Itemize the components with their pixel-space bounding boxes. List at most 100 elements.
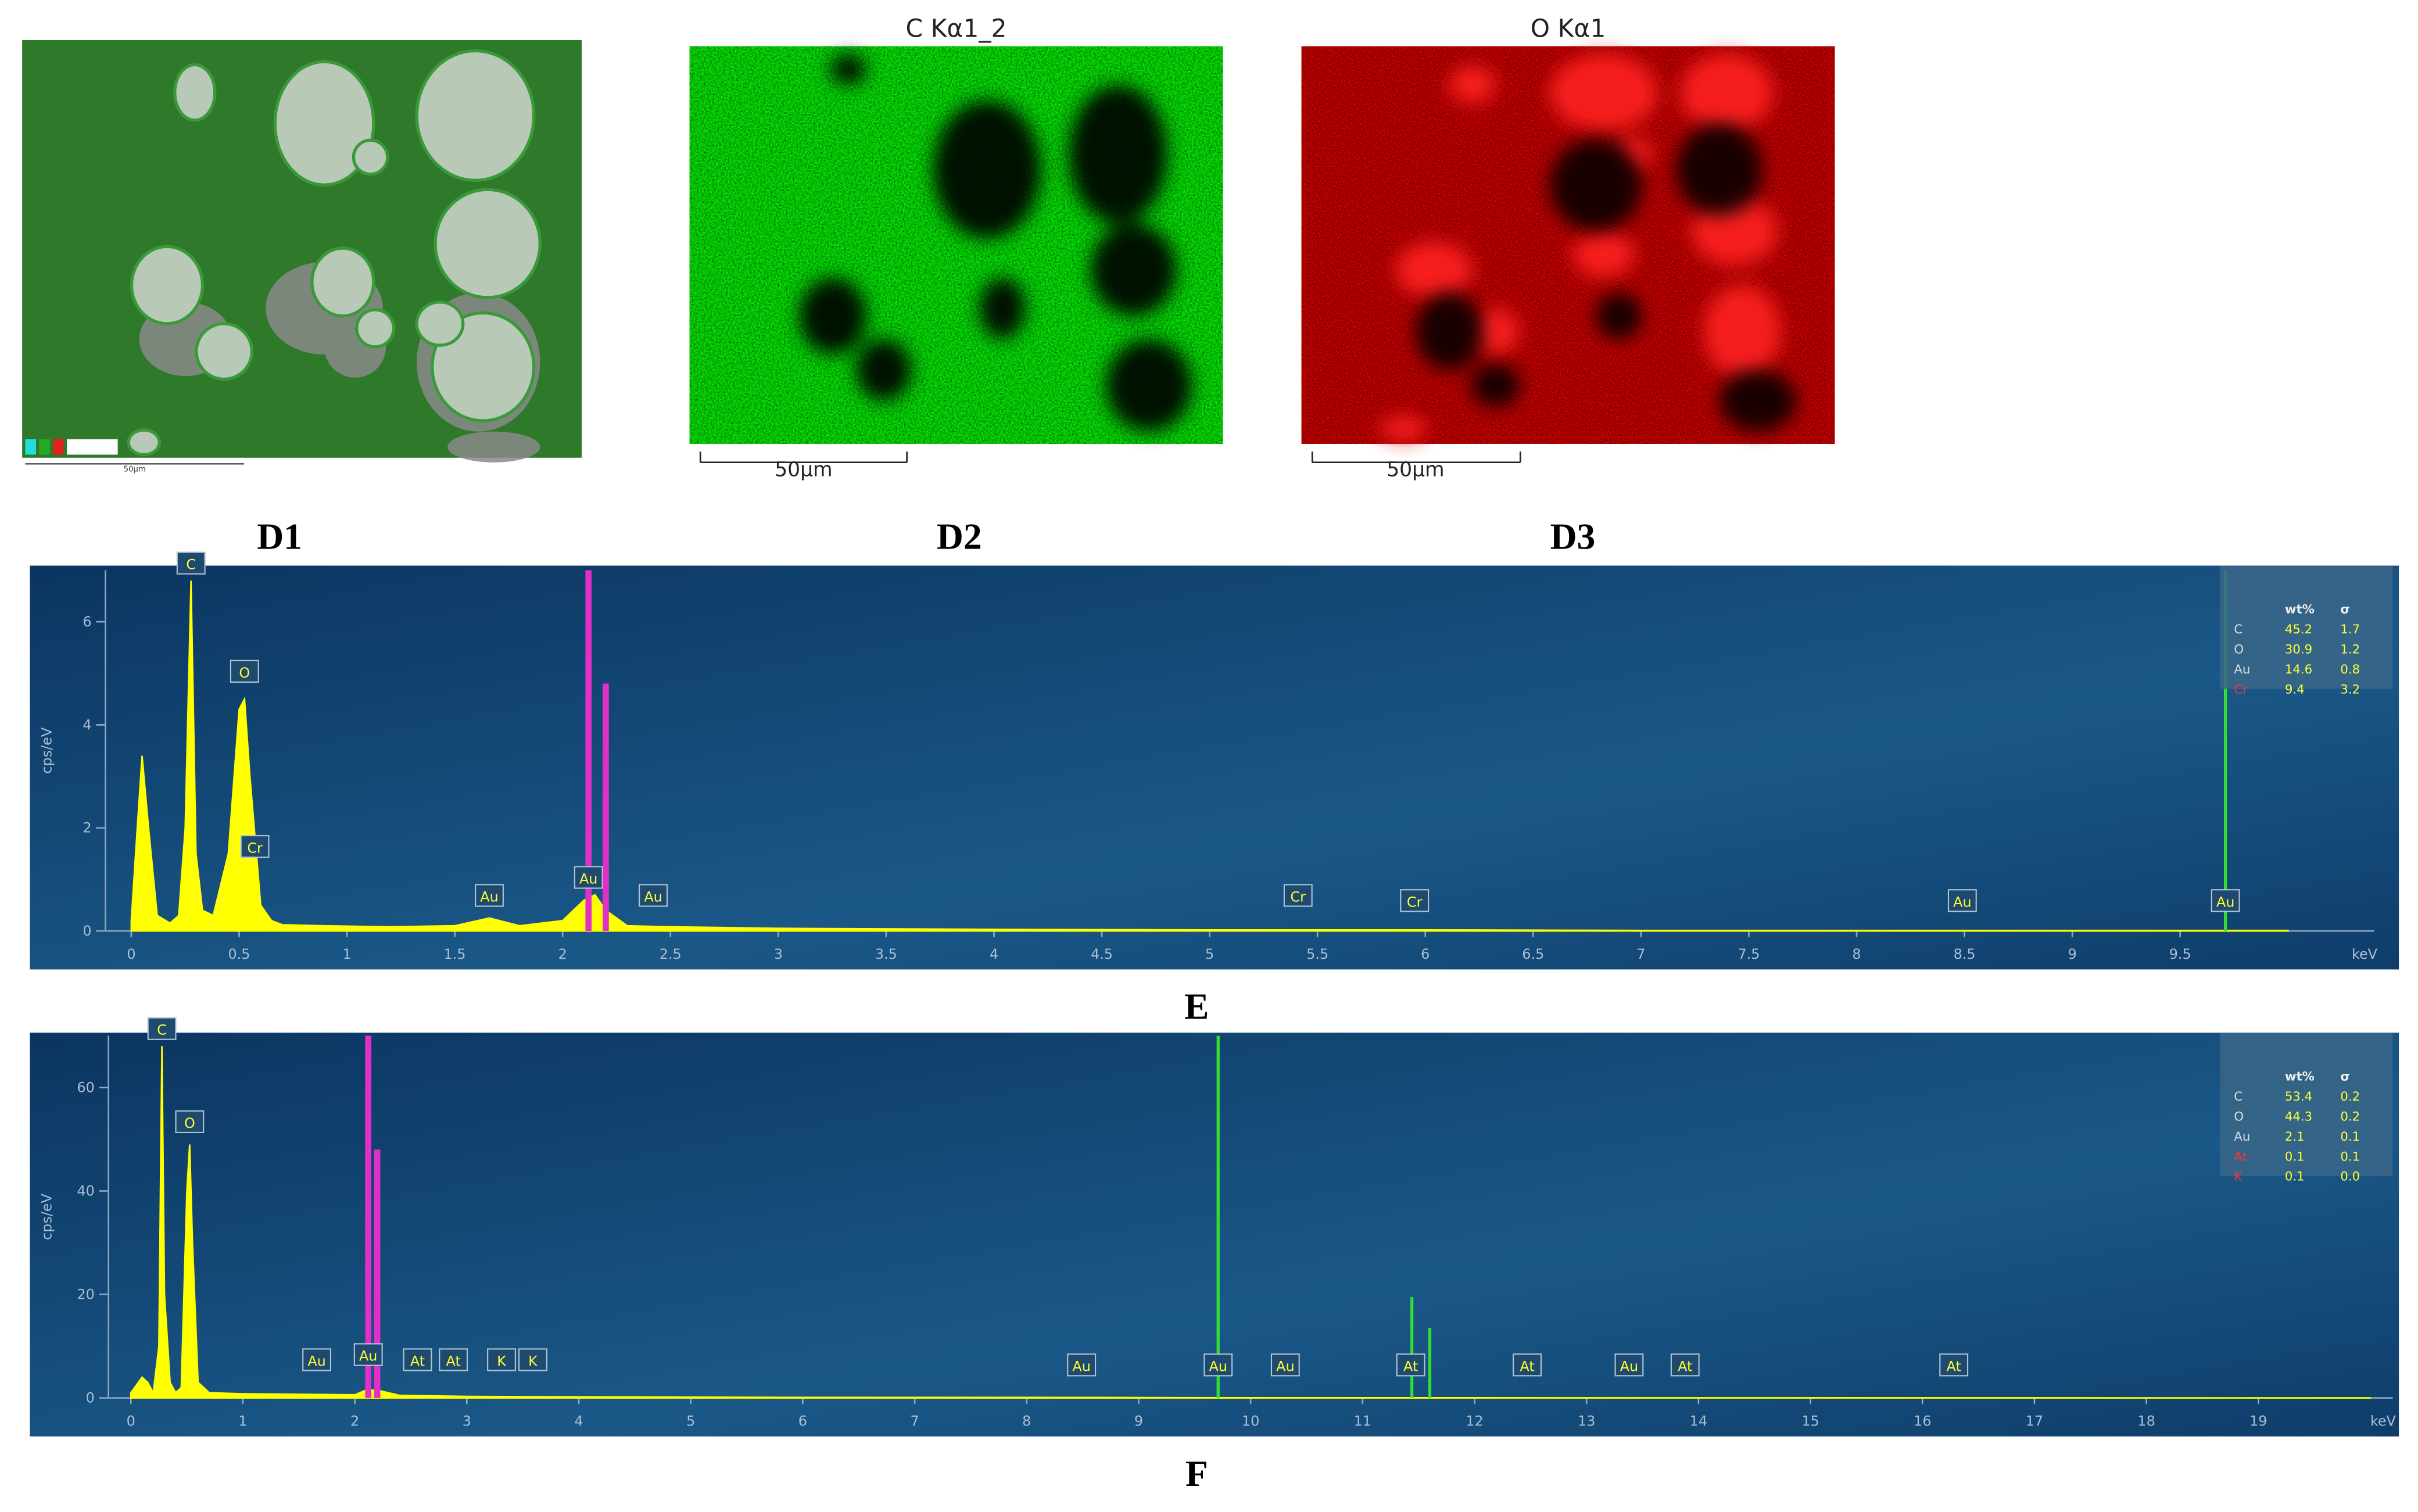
x-tick-label: 5	[1205, 946, 1214, 962]
x-tick-label: 4	[990, 946, 998, 962]
x-tick-label: 0	[127, 946, 135, 962]
x-tick-label: 9	[1134, 1413, 1143, 1429]
x-tick-label: 6	[798, 1413, 807, 1429]
peak-label-box	[240, 835, 270, 858]
x-tick-label: 3.5	[875, 946, 897, 962]
table-wt: 45.2	[2285, 622, 2312, 637]
peak-label-box	[1283, 884, 1313, 907]
peak-label: Au	[480, 889, 498, 905]
table-element: O	[2234, 1109, 2244, 1124]
peak-label-box	[230, 660, 259, 683]
peak-label-box	[302, 1348, 332, 1371]
peak-label-box	[487, 1348, 516, 1371]
table-element: O	[2234, 643, 2244, 657]
peak-label: Au	[1620, 1358, 1638, 1374]
peak-label-box	[1670, 1353, 1700, 1377]
x-tick-label: 9.5	[2169, 946, 2191, 962]
peak-label: K	[497, 1353, 507, 1370]
y-axis-label: cps/eV	[39, 1194, 55, 1240]
table-wt: 9.4	[2285, 683, 2305, 697]
table-sigma: 1.7	[2340, 622, 2360, 637]
peak-label: Cr	[247, 840, 263, 856]
table-sigma: 0.2	[2340, 1109, 2360, 1124]
x-tick-label: 14	[1690, 1413, 1707, 1429]
scale-label: 50μm	[775, 458, 832, 482]
x-tick-label: 17	[2026, 1413, 2043, 1429]
marker-line	[1216, 1036, 1220, 1398]
x-axis-label: keV	[2352, 946, 2378, 962]
peak-label: At	[1678, 1358, 1692, 1374]
table-header: σ	[2340, 603, 2350, 617]
peak-label: Au	[1953, 894, 1971, 910]
peak-label: Au	[359, 1348, 377, 1364]
peak-label-box	[1947, 889, 1977, 912]
table-wt: 2.1	[2285, 1130, 2305, 1144]
peak-label: Cr	[1291, 889, 1306, 905]
x-tick-label: 1	[342, 946, 351, 962]
peak-label-box	[1270, 1353, 1300, 1377]
peak-label: O	[239, 665, 250, 681]
table-element: Au	[2234, 1130, 2250, 1144]
table-sigma: 1.2	[2340, 643, 2360, 657]
x-tick-label: 6	[1421, 946, 1430, 962]
table-wt: 53.4	[2285, 1090, 2312, 1104]
marker-line	[365, 1036, 372, 1398]
x-tick-label: 3	[774, 946, 783, 962]
peak-label-box	[574, 866, 603, 889]
marker-line	[1428, 1328, 1432, 1398]
peak-label-box	[175, 1110, 205, 1134]
spectrum-area	[130, 581, 2289, 932]
map-title: C Kα1_2	[905, 15, 1006, 44]
panel-label: D1	[257, 515, 302, 557]
x-tick-label: 16	[1914, 1413, 1931, 1429]
peak-label: K	[528, 1353, 538, 1370]
peak-label-box	[176, 551, 206, 575]
peak-label-box	[1939, 1353, 1969, 1377]
marker-line	[585, 570, 592, 931]
peak-label-box	[1396, 1353, 1425, 1377]
x-tick-label: 11	[1354, 1413, 1371, 1429]
x-tick-label: 3	[463, 1413, 471, 1429]
x-tick-label: 6.5	[1522, 946, 1544, 962]
x-tick-label: 1.5	[444, 946, 466, 962]
table-header: wt%	[2285, 603, 2315, 617]
x-tick-label: 8.5	[1954, 946, 1976, 962]
marker-line	[374, 1149, 381, 1398]
peak-label-box	[1400, 889, 1430, 912]
x-tick-label: 4	[574, 1413, 583, 1429]
panel-label: D3	[1550, 515, 1596, 557]
scale-label: 50μm	[124, 465, 146, 474]
table-sigma: 0.1	[2340, 1130, 2360, 1144]
peak-label-box	[2211, 889, 2240, 912]
y-tick-label: 40	[77, 1183, 94, 1199]
table-sigma: 0.8	[2340, 662, 2360, 677]
peak-label-box	[403, 1348, 432, 1371]
peak-label: Au	[1209, 1358, 1227, 1374]
peak-label: Au	[1072, 1358, 1090, 1374]
x-tick-label: 0	[127, 1413, 135, 1429]
peak-label: C	[186, 557, 196, 573]
peak-label: Au	[2216, 894, 2234, 910]
spectrum-panel: 0 1 2 3 4 5 6 7 8 9 10 11 12 13 14 15 16 17 18 190204060keV…	[30, 1017, 2399, 1494]
table-header: σ	[2340, 1069, 2350, 1084]
x-tick-label: 13	[1578, 1413, 1595, 1429]
x-tick-label: 19	[2249, 1413, 2267, 1429]
table-wt: 44.3	[2285, 1109, 2312, 1124]
peak-label: At	[446, 1353, 461, 1370]
spectrum-panel: 0 0.5 1 1.5 2 2.5 3 3.5 4 4.5 5 5.5 6 6.5 7 7.5 8 8.5 9 9.5…	[30, 551, 2399, 1027]
peak-label: Au	[307, 1353, 325, 1370]
quant-table	[2220, 565, 2393, 689]
scale-label: 50μm	[1387, 458, 1444, 482]
table-element: At	[2234, 1149, 2247, 1164]
table-element: Cr	[2234, 683, 2248, 697]
peak-label-box	[1614, 1353, 1644, 1377]
peak-label-box	[147, 1017, 177, 1040]
x-tick-label: 18	[2137, 1413, 2155, 1429]
x-tick-label: 2.5	[660, 946, 682, 962]
x-tick-label: 4.5	[1091, 946, 1113, 962]
y-tick-label: 0	[86, 1390, 95, 1406]
x-tick-label: 15	[1801, 1413, 1819, 1429]
marker-line	[603, 683, 609, 931]
y-tick-label: 4	[83, 716, 91, 733]
